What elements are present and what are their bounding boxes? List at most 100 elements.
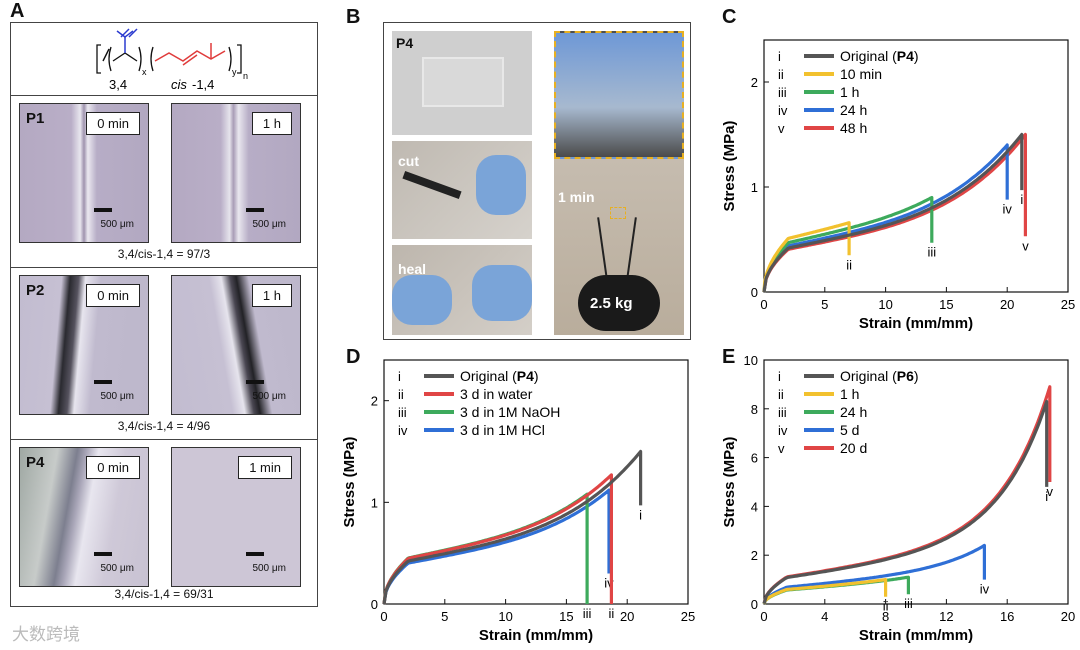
photo-weight-test: 1 min 2.5 kg [554, 31, 684, 335]
legend-roman-iv: iv [398, 423, 408, 438]
y-tick-label: 10 [744, 353, 758, 368]
time-label: 1 h [251, 112, 292, 135]
time-label: 1 h [251, 284, 292, 307]
subscript-x: x [142, 67, 147, 77]
time-label: 1 min [238, 456, 292, 479]
y-tick-label: 2 [371, 394, 378, 409]
panel-letter-c: C [722, 6, 737, 28]
legend-label-ii: 1 h [840, 386, 859, 402]
legend-label-iv: 3 d in 1M HCl [460, 422, 545, 438]
x-tick-label: 16 [1000, 609, 1014, 624]
x-tick-label: 8 [882, 609, 889, 624]
panel-b: P4 cut heal 1 min 2.5 kg [383, 22, 691, 340]
heal-label: heal [398, 261, 427, 277]
y-tick-label: 0 [751, 597, 758, 612]
panel-a: x y n 3,4 cis -1,4 P1 0 min 500 μm 1 h 5… [10, 22, 318, 607]
series-end-label-ii: ii [846, 257, 852, 272]
x-tick-label: 5 [441, 609, 448, 624]
x-tick-label: 12 [939, 609, 953, 624]
y-tick-label: 8 [751, 402, 758, 417]
series-end-label-i: i [1045, 489, 1048, 504]
legend-label-iii: 24 h [840, 404, 867, 420]
x-tick-label: 0 [760, 297, 767, 312]
scale-label: 500 μm [252, 391, 286, 402]
series-line-ii [762, 578, 888, 605]
cut-label: cut [398, 153, 419, 169]
ratio-label: 3,4/cis-1,4 = 4/96 [117, 419, 211, 433]
scale-bar [246, 380, 264, 384]
x-tick-label: 10 [878, 297, 892, 312]
y-tick-label: 2 [751, 75, 758, 90]
series-end-label-i: i [1020, 192, 1023, 207]
panel-letter-e: E [722, 346, 736, 368]
legend-label-i: Original (P4) [460, 368, 539, 384]
series-line-iv [382, 488, 611, 605]
y-tick-label: 0 [751, 285, 758, 300]
unit-3-4-label: 3,4 [109, 77, 127, 92]
x-tick-label: 20 [1000, 297, 1014, 312]
ratio-label: 3,4/cis-1,4 = 69/31 [114, 587, 214, 601]
weight-label: 2.5 kg [590, 295, 633, 312]
y-tick-label: 1 [371, 495, 378, 510]
legend-label-i: Original (P4) [840, 48, 919, 64]
x-tick-label: 0 [760, 609, 767, 624]
legend-label-iv: 24 h [840, 102, 867, 118]
x-tick-label: 5 [821, 297, 828, 312]
series-line-iv [762, 143, 1009, 293]
weight [578, 275, 660, 331]
sample-label: P4 [26, 454, 45, 471]
chemical-structure: x y n 3,4 cis -1,4 [11, 23, 317, 96]
series-end-label-ii: ii [883, 599, 889, 614]
unit-1-4-label: -1,4 [192, 77, 214, 92]
x-tick-label: 25 [681, 609, 695, 624]
legend-label-iii: 3 d in 1M NaOH [460, 404, 560, 420]
micrograph-p4-before: P4 0 min 500 μm [19, 447, 149, 587]
legend-roman-v: v [778, 441, 785, 456]
time-label: 0 min [86, 284, 140, 307]
watermark: 大数跨境 [12, 625, 80, 644]
scale-label: 500 μm [252, 219, 286, 230]
ratio-label: 3,4/cis-1,4 = 97/3 [117, 247, 211, 261]
y-tick-label: 1 [751, 180, 758, 195]
series-line-ii [382, 473, 613, 605]
x-tick-label: 0 [380, 609, 387, 624]
photo-sample: P4 [392, 31, 532, 135]
series-end-label-v: v [1022, 238, 1029, 253]
unit-cis-label: cis [171, 77, 187, 92]
scale-label: 500 μm [100, 391, 134, 402]
legend-roman-i: i [398, 369, 401, 384]
legend-label-iii: 1 h [840, 84, 859, 100]
y-axis-label: Stress (MPa) [721, 121, 738, 212]
legend-label-i: Original (P6) [840, 368, 919, 384]
y-tick-label: 2 [751, 548, 758, 563]
series-end-label-v: v [1047, 484, 1054, 499]
x-tick-label: 15 [559, 609, 573, 624]
series-end-label-iii: iii [904, 596, 913, 611]
legend-roman-iii: iii [778, 85, 787, 100]
legend-label-iv: 5 d [840, 422, 859, 438]
series-line-ii [762, 221, 851, 293]
y-axis-label: Stress (MPa) [721, 437, 738, 528]
legend-label-ii: 10 min [840, 66, 882, 82]
legend-label-v: 48 h [840, 120, 867, 136]
series-end-label-ii: ii [609, 606, 615, 621]
micrograph-p1-after: 1 h 500 μm [171, 103, 301, 243]
x-tick-label: 25 [1061, 297, 1075, 312]
legend-roman-iii: iii [398, 405, 407, 420]
series-line-i [382, 449, 643, 605]
series-end-label-iii: iii [583, 606, 592, 621]
scale-label: 500 μm [252, 563, 286, 574]
series-end-label-iii: iii [927, 245, 936, 260]
time-label: 1 min [558, 189, 595, 205]
panel-letter-b: B [346, 6, 361, 28]
legend-roman-iv: iv [778, 103, 788, 118]
chart-d: 0 5 10 15 20 25 0 1 2 Strain (mm/mm) Stress (MPa) i… [341, 359, 695, 644]
series-line-i [762, 399, 1049, 605]
legend-roman-v: v [778, 121, 785, 136]
polymer-structure-diagram: x y n 3,4 cis -1,4 [96, 28, 248, 92]
legend-label-v: 20 d [840, 440, 867, 456]
x-axis-label: Strain (mm/mm) [859, 315, 973, 332]
zoom-inset [554, 31, 684, 159]
subscript-n: n [243, 71, 248, 81]
time-label: 0 min [86, 456, 140, 479]
